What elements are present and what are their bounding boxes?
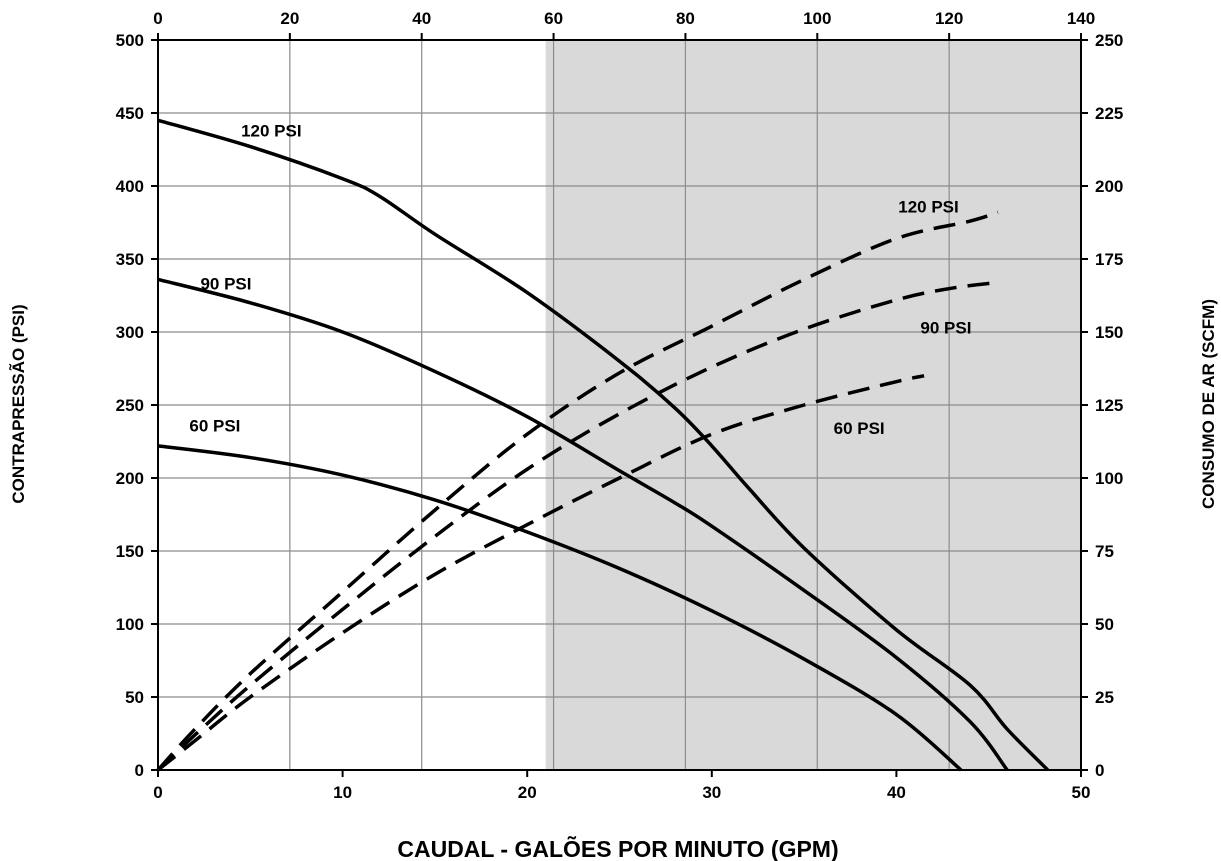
x-tick-label: 30: [702, 783, 721, 802]
x-tick-label: 50: [1072, 783, 1091, 802]
y2-tick-label: 150: [1095, 323, 1123, 342]
x-secondary-tick-label: 80: [676, 9, 695, 28]
curve-label-text: 120 PSI: [241, 121, 302, 140]
air-consumption-line-90-psi: [156, 280, 999, 772]
tick-labels: 0 10 20 30 40 500 20 40 60 80 100 120 14005010015020…: [116, 9, 1124, 802]
x-secondary-tick-label: 120: [935, 9, 963, 28]
curve-label-text: 60 PSI: [189, 416, 240, 435]
air-consumption-line-120-psi: [156, 210, 999, 772]
y-tick-label: 200: [116, 469, 144, 488]
y2-tick-label: 50: [1095, 615, 1114, 634]
x-secondary-tick-label: 40: [412, 9, 431, 28]
x-secondary-tick-label: 100: [803, 9, 831, 28]
y-tick-label: 250: [116, 396, 144, 415]
y2-tick-label: 200: [1095, 177, 1123, 196]
y-tick-label: 100: [116, 615, 144, 634]
plot-frame: [151, 33, 1088, 777]
y2-tick-label: 125: [1095, 396, 1123, 415]
curve-label-text: 60 PSI: [834, 419, 885, 438]
y-tick-label: 450: [116, 104, 144, 123]
y2-tick-label: 250: [1095, 31, 1123, 50]
y-tick-label: 150: [116, 542, 144, 561]
y-tick-label: 400: [116, 177, 144, 196]
x-tick-label: 10: [333, 783, 352, 802]
curve-label-text: 90 PSI: [920, 318, 971, 337]
y2-tick-label: 0: [1095, 761, 1104, 780]
y2-tick-label: 75: [1095, 542, 1114, 561]
curve-labels: 120 PSI 90 PSI 60 PSI 120 PSI 90 PSI 60 PSI: [189, 121, 971, 438]
y2-tick-label: 225: [1095, 104, 1123, 123]
y-tick-label: 50: [125, 688, 144, 707]
x-secondary-tick-label: 140: [1067, 9, 1095, 28]
y-tick-label: 350: [116, 250, 144, 269]
y-tick-label: 500: [116, 31, 144, 50]
x-secondary-tick-label: 60: [544, 9, 563, 28]
series-lines: [156, 118, 1050, 772]
x-secondary-tick-label: 20: [280, 9, 299, 28]
back-pressure-line-60-psi: [157, 444, 963, 772]
y2-tick-label: 100: [1095, 469, 1123, 488]
x-tick-label: 40: [887, 783, 906, 802]
back-pressure-line-90-psi: [157, 277, 1009, 772]
y2-tick-label: 175: [1095, 250, 1123, 269]
x-secondary-tick-label: 0: [153, 9, 162, 28]
y-tick-label: 300: [116, 323, 144, 342]
x-tick-label: 20: [518, 783, 537, 802]
air-consumption-line-60-psi: [156, 374, 925, 772]
x-tick-label: 0: [153, 783, 162, 802]
x-axis-title: CAUDAL - GALÕES POR MINUTO (GPM): [397, 835, 838, 861]
y-axis-title-right: CONSUMO DE AR (SCFM): [1199, 299, 1218, 509]
y2-tick-label: 25: [1095, 688, 1114, 707]
curve-label-text: 120 PSI: [898, 197, 959, 216]
curve-label-text: 90 PSI: [200, 275, 251, 294]
y-axis-title-left: CONTRAPRESSÃO (PSI): [8, 304, 28, 503]
back-pressure-line-120-psi: [157, 118, 1050, 772]
y-tick-label: 0: [135, 761, 144, 780]
